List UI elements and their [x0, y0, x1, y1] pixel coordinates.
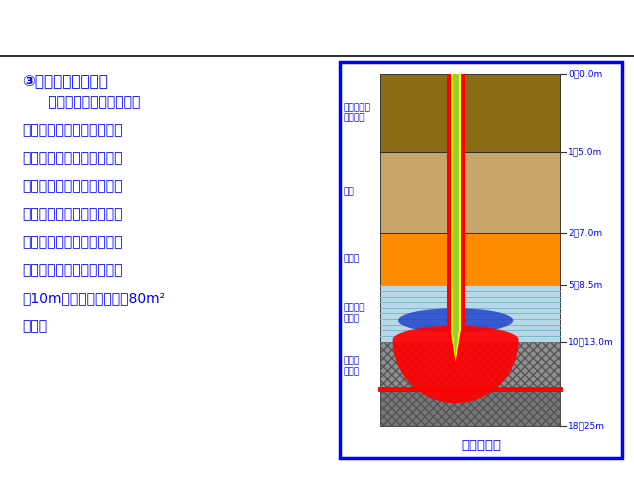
Text: 地质剖面图: 地质剖面图 — [461, 439, 501, 452]
Text: 红黏土: 红黏土 — [344, 254, 360, 264]
Text: 18～25m: 18～25m — [568, 421, 605, 431]
Text: 强溶蚀带
灰岩层: 强溶蚀带 灰岩层 — [344, 304, 365, 323]
Text: 常规情况下地质勘探只勘: 常规情况下地质勘探只勘 — [22, 95, 140, 109]
Text: 力层以下地质并未进行勘探: 力层以下地质并未进行勘探 — [22, 151, 122, 165]
Text: 钻到持力层深度后，再超深: 钻到持力层深度后，再超深 — [22, 263, 122, 277]
Bar — [451, 74, 460, 331]
Text: 0～0.0m: 0～0.0m — [568, 70, 602, 79]
Text: 孤石回填土
及耕植土: 孤石回填土 及耕植土 — [344, 103, 371, 122]
Text: 10～13.0m: 10～13.0m — [568, 337, 614, 346]
Text: 黏土: 黏土 — [344, 188, 355, 196]
Text: ③持力层以下超深钻: ③持力层以下超深钻 — [22, 74, 108, 89]
Bar — [380, 342, 560, 391]
Bar — [380, 342, 560, 391]
Text: 九、对策实施: 九、对策实施 — [267, 13, 367, 42]
Text: 探到设计持力层，而对于持: 探到设计持力层，而对于持 — [22, 123, 122, 137]
Text: 性。经小组讨论，在超前钻: 性。经小组讨论，在超前钻 — [22, 235, 122, 249]
Ellipse shape — [398, 308, 513, 333]
Text: 钻10m进行探测，频率为80m²: 钻10m进行探测，频率为80m² — [22, 291, 165, 305]
Polygon shape — [392, 326, 519, 403]
Polygon shape — [451, 331, 460, 362]
Bar — [380, 391, 560, 426]
Text: ，持力层下溶洞可直接影响: ，持力层下溶洞可直接影响 — [22, 179, 122, 193]
Text: 1～5.0m: 1～5.0m — [568, 147, 602, 156]
Polygon shape — [446, 331, 465, 366]
Bar — [380, 74, 560, 152]
Text: 到桩基的永久承载力和稳定: 到桩基的永久承载力和稳定 — [22, 207, 122, 221]
Bar — [380, 232, 560, 285]
Bar — [380, 152, 560, 232]
Bar — [380, 391, 560, 426]
Bar — [340, 62, 622, 458]
Text: 2～7.0m: 2～7.0m — [568, 228, 602, 237]
Text: 一根。: 一根。 — [22, 319, 47, 333]
Bar — [453, 74, 458, 331]
Polygon shape — [453, 331, 458, 358]
Text: 中风化
灰岩层: 中风化 灰岩层 — [344, 357, 360, 376]
Bar — [380, 285, 560, 342]
Bar — [446, 74, 465, 331]
Text: 5～8.5m: 5～8.5m — [568, 281, 602, 290]
